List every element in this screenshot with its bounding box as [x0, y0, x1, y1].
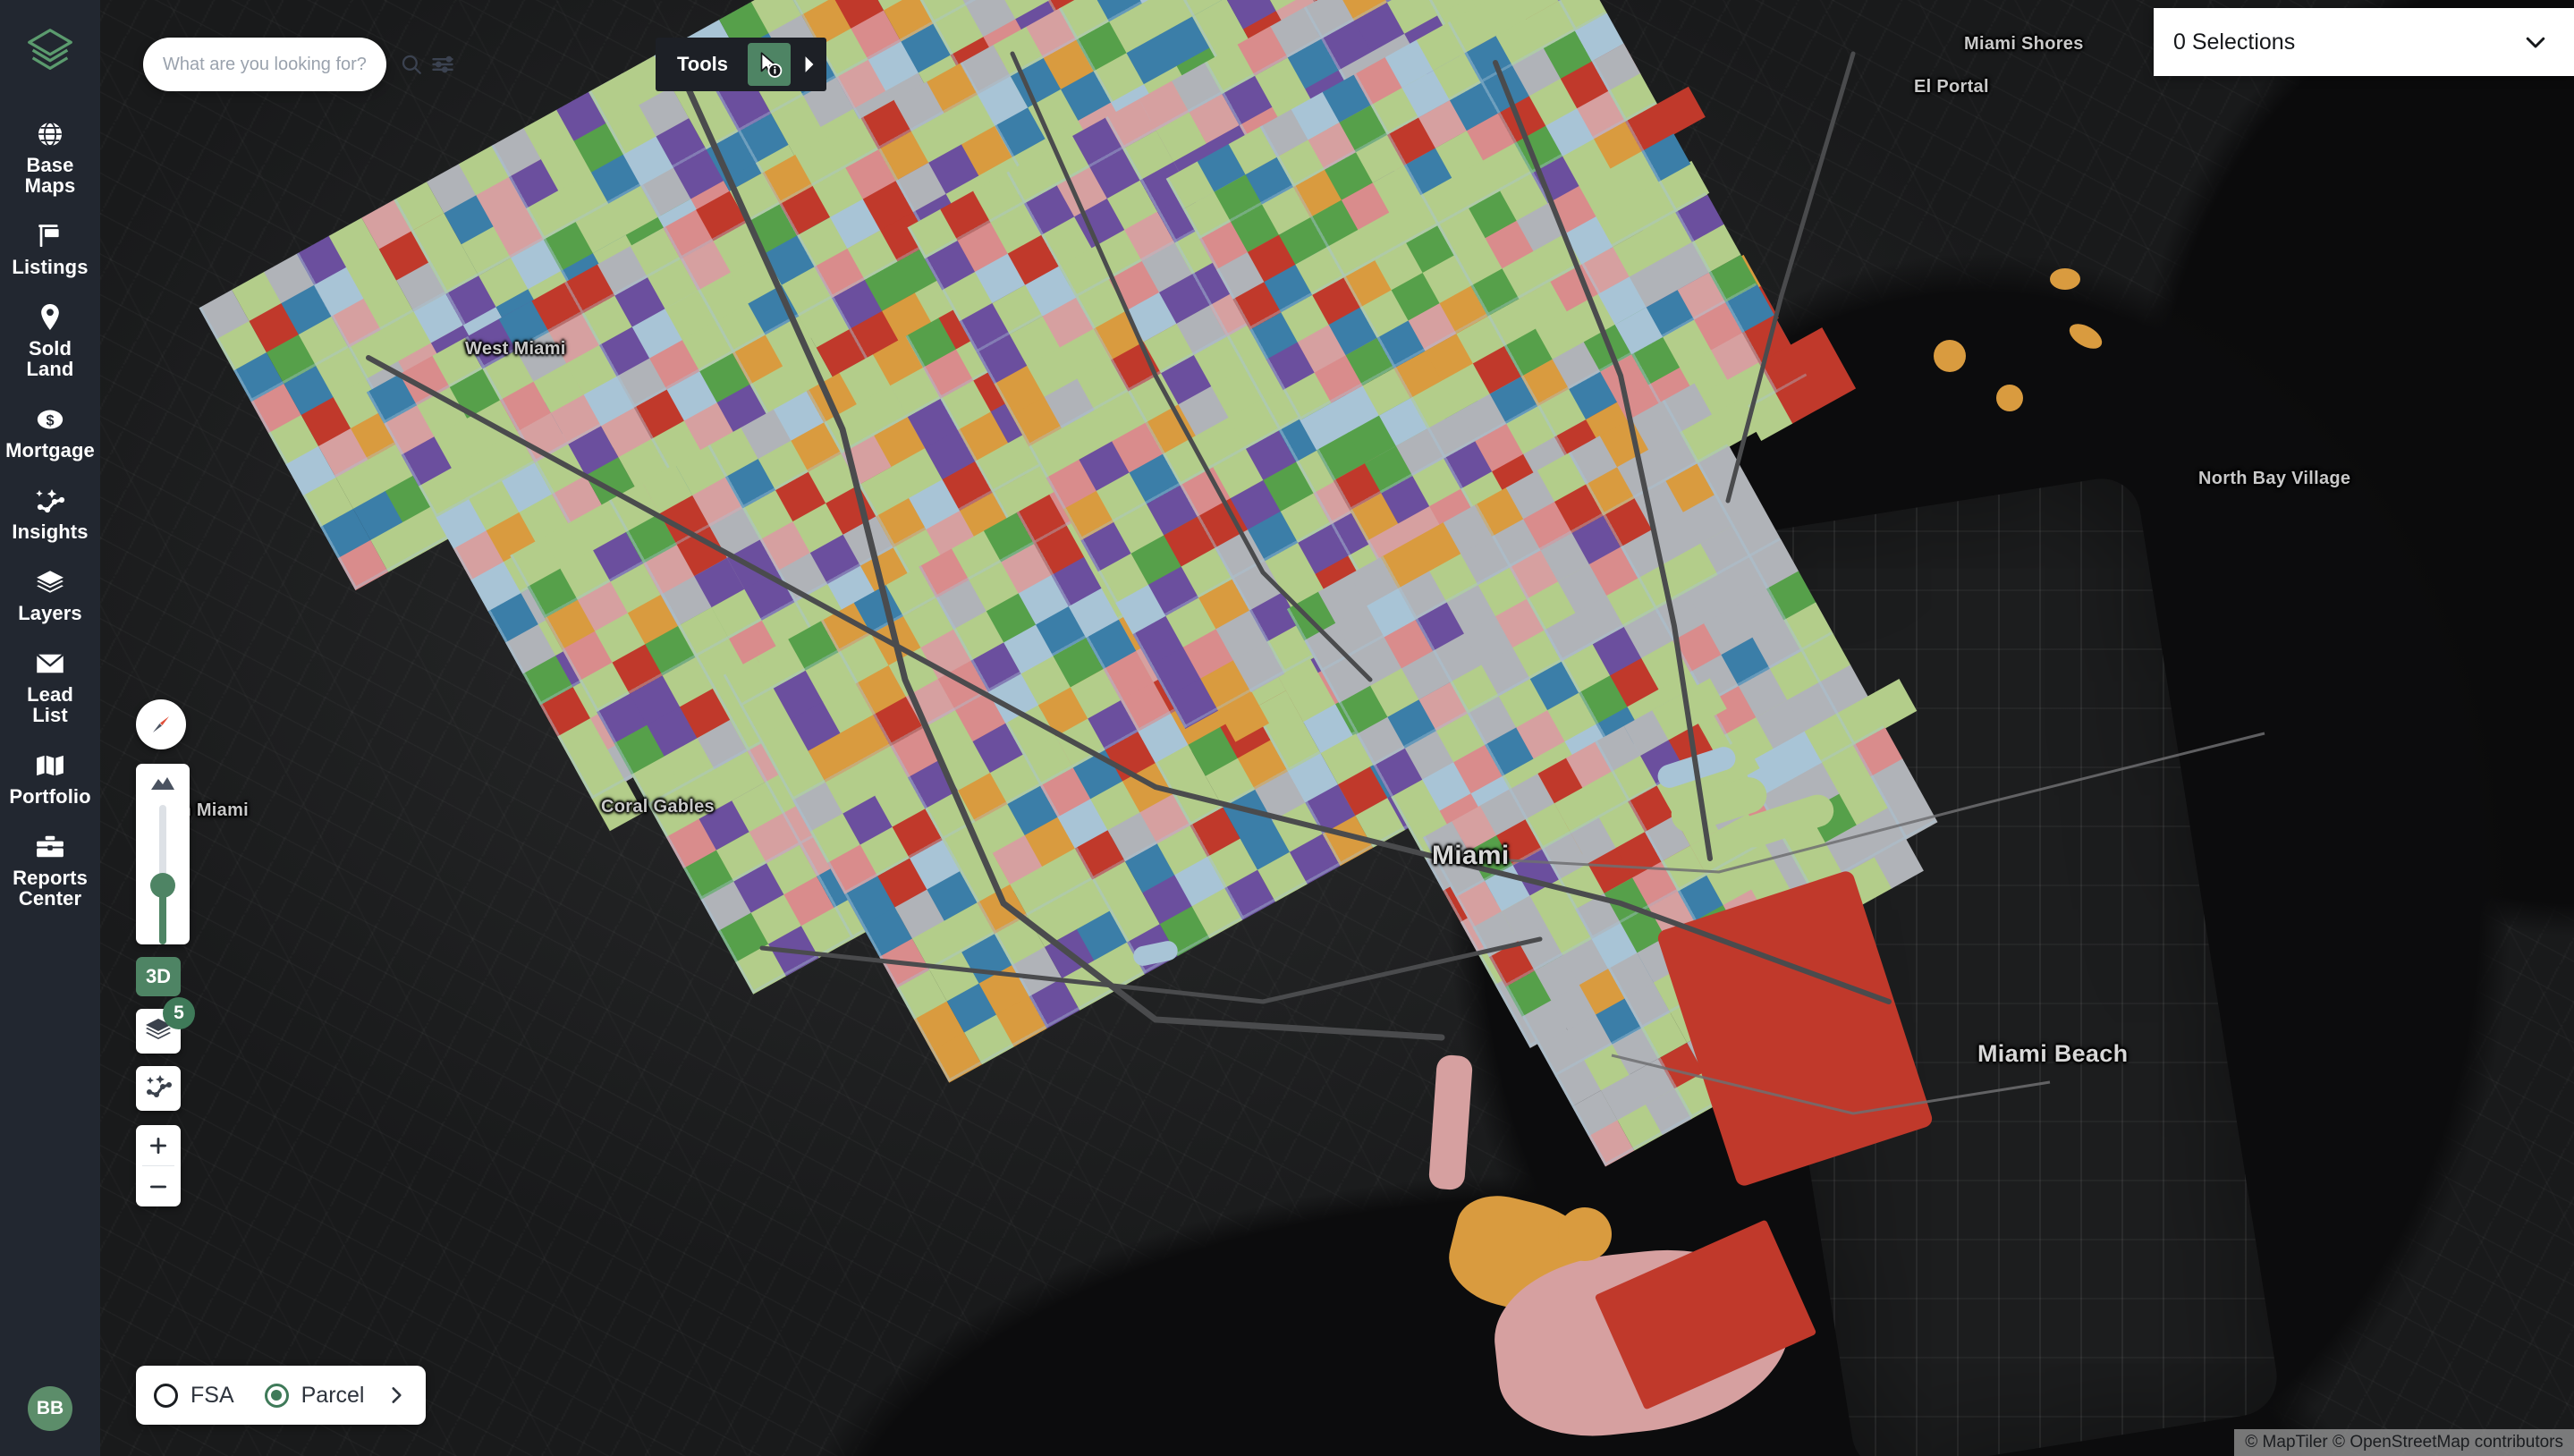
tools-label[interactable]: Tools: [677, 53, 729, 75]
radio-fsa-indicator[interactable]: [154, 1383, 178, 1408]
map-pin-icon: [37, 301, 64, 334]
toggle-3d-button[interactable]: 3D: [136, 957, 181, 996]
map-pitch-slider[interactable]: [136, 764, 190, 944]
sidebar-item-label: Reports Center: [13, 867, 88, 910]
compass-needle-icon[interactable]: [136, 699, 186, 749]
tools-bar[interactable]: Tools: [656, 38, 827, 91]
map-attribution[interactable]: © MapTiler © OpenStreetMap contributors: [2234, 1429, 2574, 1456]
radio-option-fsa[interactable]: FSA: [154, 1383, 265, 1409]
parcel-island[interactable]: [1558, 1207, 1612, 1261]
sliders-filter-icon[interactable]: [430, 52, 455, 77]
sidebar-item-label: Sold Land: [26, 337, 74, 380]
envelope-icon: [35, 647, 65, 681]
tools-expand-chevron-right-icon[interactable]: [792, 38, 826, 91]
for-sale-sign-icon: [35, 219, 65, 253]
sidebar-item-label: Layers: [18, 602, 82, 624]
parcel-island[interactable]: [2065, 318, 2106, 354]
parcel-island[interactable]: [2050, 268, 2080, 290]
briefcase-icon: [35, 830, 65, 864]
dollar-coin-icon: $: [35, 402, 65, 436]
sidebar-item-layers[interactable]: Layers: [0, 554, 100, 635]
brand-logo-icon[interactable]: [22, 23, 78, 79]
pitch-track[interactable]: [150, 805, 175, 944]
zoom-divider: [142, 1165, 174, 1166]
sidebar-item-base-maps[interactable]: Base Maps: [0, 106, 100, 207]
sidebar-item-sold-land[interactable]: Sold Land: [0, 289, 100, 391]
sidebar-item-portfolio[interactable]: Portfolio: [0, 737, 100, 818]
sidebar-item-reports-center[interactable]: Reports Center: [0, 818, 100, 920]
map-controls: 3D 5: [136, 699, 195, 1206]
map-zoom-controls: [136, 1125, 181, 1206]
layers-count-badge: 5: [163, 997, 195, 1029]
selections-count-label: 0 Selections: [2173, 29, 2296, 55]
sidebar-item-label: Listings: [12, 256, 89, 278]
layers-icon: [34, 565, 66, 599]
sidebar-item-listings[interactable]: Listings: [0, 207, 100, 289]
search-icon[interactable]: [400, 53, 423, 76]
folded-map-icon: [35, 749, 65, 783]
parcel-overlay[interactable]: [100, 0, 2574, 1456]
chevron-down-icon[interactable]: [2522, 29, 2549, 55]
sidebar-item-label: Base Maps: [24, 154, 76, 197]
geography-toggle[interactable]: FSA Parcel: [136, 1366, 426, 1425]
avatar[interactable]: BB: [28, 1386, 72, 1431]
sparkle-trend-icon: [144, 1074, 173, 1104]
sidebar-item-label: Mortgage: [5, 439, 95, 461]
parcel-island[interactable]: [1996, 385, 2023, 411]
pitch-knob[interactable]: [150, 873, 175, 898]
svg-text:$: $: [46, 413, 54, 429]
radio-fsa-label: FSA: [191, 1382, 234, 1408]
selections-panel[interactable]: 0 Selections: [2154, 8, 2574, 76]
search-bar[interactable]: [143, 38, 453, 91]
sidebar-item-label: Portfolio: [9, 785, 91, 808]
map-layers-button[interactable]: 5: [136, 997, 195, 1054]
pitch-fill: [159, 889, 166, 944]
parcel-island[interactable]: [1427, 1054, 1474, 1191]
sidebar-nav-list: Base Maps Listings Sold Land $ Mortgage Insight…: [0, 106, 100, 920]
mountain-pitch-icon: [149, 775, 176, 796]
sidebar-item-insights[interactable]: Insights: [0, 472, 100, 554]
search-input[interactable]: [163, 54, 400, 75]
parcel-island[interactable]: [1934, 340, 1966, 372]
sidebar-item-label: Insights: [12, 521, 89, 543]
radio-parcel-indicator[interactable]: [264, 1383, 289, 1408]
radio-parcel-label: Parcel: [301, 1382, 365, 1408]
sidebar-item-label: Lead List: [27, 683, 73, 726]
globe-icon: [35, 117, 65, 151]
sidebar-item-lead-list[interactable]: Lead List: [0, 635, 100, 737]
sparkle-trend-icon: [34, 484, 66, 518]
sidebar-item-mortgage[interactable]: $ Mortgage: [0, 391, 100, 472]
chevron-right-icon[interactable]: [385, 1384, 408, 1407]
radio-option-parcel[interactable]: Parcel: [264, 1382, 395, 1409]
map-canvas[interactable]: Miami Shores El Portal West Miami North Bay…: [100, 0, 2574, 1456]
main-sidebar: Base Maps Listings Sold Land $ Mortgage Insight…: [0, 0, 100, 1456]
cursor-info-icon[interactable]: [748, 43, 792, 86]
zoom-in-button[interactable]: [136, 1125, 181, 1165]
zoom-out-button[interactable]: [136, 1166, 181, 1206]
map-insights-button[interactable]: [136, 1066, 181, 1111]
